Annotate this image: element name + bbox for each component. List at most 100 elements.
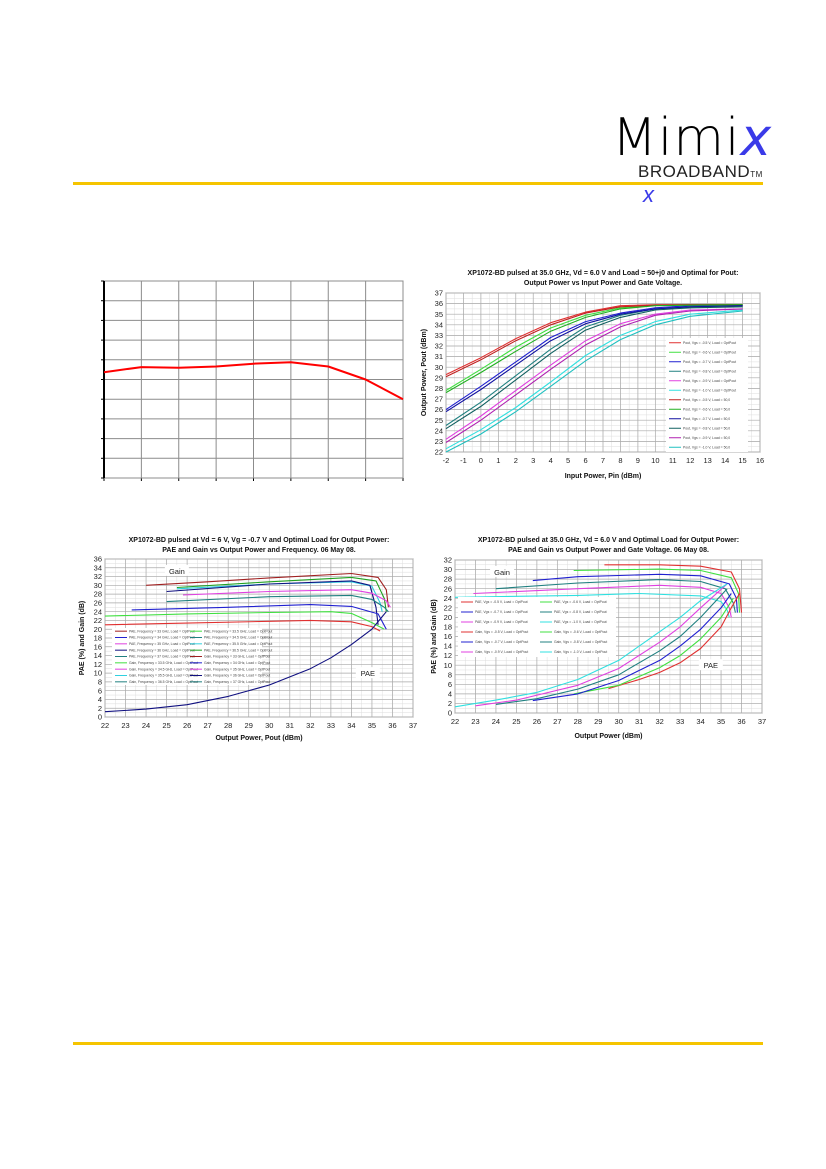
x-tick-label: 30 [265,721,273,730]
x-tick-label: 26 [533,717,541,726]
legend-label: Gain, Vgs = -0.7 V, Load = OptPout [475,640,528,644]
chart-3: 22 23 24 25 26 27 28 29 30 31 32 33 34 35 36 3702468101… [79,537,417,742]
x-tick-label: 34 [696,717,704,726]
y-tick-label: 26 [444,584,452,593]
legend-box [666,338,748,452]
legend-label: Pout, Vgs = -0.7 V, Load = 50,0 [683,417,730,421]
chart-2: -2 -1 0 1 2 3 4 5 6 7 8 9 10 11 12 13 14 15 16222324252627… [421,270,764,480]
y-tick-label: 31 [435,352,443,361]
x-tick-label: 1 [496,456,500,465]
x-tick-label: 24 [492,717,500,726]
x-tick-label: 16 [756,456,764,465]
y-tick-label: 10 [94,669,102,678]
x-tick-label: 32 [655,717,663,726]
series-line-10 [445,306,743,430]
legend-label: Pout, Vgs = -0.9 V, Load = OptPout [683,379,736,383]
legend-label: Gain, Frequency = 36 GHz, Load = OptPout [204,674,270,678]
x-tick-label: 22 [101,721,109,730]
x-tick-label: 24 [142,721,150,730]
chart-title-line: XP1072-BD pulsed at Vd = 6 V, Vg = -0.7 … [129,537,390,544]
x-tick-label: 15 [738,456,746,465]
x-tick-label: 32 [306,721,314,730]
x-tick-label: 34 [347,721,355,730]
legend-label: Gain, Frequency = 34 GHz, Load = OptPout [204,661,270,665]
series-line-9 [532,593,732,702]
legend-label: PAE, Frequency = 33 GHz, Load = OptPout [129,629,195,633]
x-tick-label: 36 [388,721,396,730]
legend-label: Pout, Vgs = -0.8 V, Load = 50,0 [683,426,730,430]
x-tick-label: 33 [327,721,335,730]
y-tick-label: 18 [444,623,452,632]
header-rule [73,182,763,185]
footer-rule [73,1042,763,1045]
legend-label: Pout, Vgs = -1.0 V, Load = 50,0 [683,445,730,449]
x-tick-label: 23 [121,721,129,730]
series-line-6 [166,594,389,613]
y-tick-label: 12 [444,651,452,660]
x-tick-label: 36 [737,717,745,726]
mimix-broadband-logo: Mimix BROADBANDTM x [612,112,772,212]
x-tick-label: 30 [615,717,623,726]
y-tick-label: 23 [435,437,443,446]
y-axis-label: Output Power, Pout (dBm) [421,329,428,416]
legend-label: Gain, Vgs = -0.6 V, Load = OptPout [554,630,607,634]
legend: PAE, Vgs = -0.5 V, Load = OptPout PAE, Vg… [458,597,616,657]
legend-label: Pout, Vgs = -0.5 V, Load = 50,0 [683,398,730,402]
legend-label: PAE, Frequency = 37 GHz, Load = OptPout [129,655,195,659]
series-line-2 [573,568,741,613]
x-tick-label: 2 [514,456,518,465]
y-tick-label: 26 [94,598,102,607]
series-line-8 [104,611,385,630]
y-tick-label: 36 [94,555,102,564]
x-tick-label: 37 [758,717,766,726]
legend: Pout, Vgs = -0.5 V, Load = OptPout Pout, … [666,338,748,452]
series-line-9 [104,619,381,632]
y-tick-label: 30 [444,565,452,574]
y-tick-label: 20 [94,625,102,634]
y-tick-label: 30 [435,363,443,372]
legend-box [112,628,262,685]
annotation-label: Gain [494,568,510,577]
legend-label: Pout, Vgs = -0.7 V, Load = OptPout [683,360,736,364]
series-line-1 [146,572,389,608]
series-line-5 [445,308,743,440]
series-line-4 [166,580,379,625]
legend-label: PAE, Frequency = 33.5 GHz, Load = OptPou… [204,629,272,633]
series-line-6 [454,592,730,618]
y-tick-label: 12 [94,660,102,669]
y-tick-label: 24 [444,594,452,603]
x-tick-label: 35 [368,721,376,730]
series-line-11 [475,583,728,707]
y-tick-label: 4 [448,689,452,698]
series-line-3 [445,305,743,411]
y-tick-label: 2 [448,699,452,708]
y-axis-label: PAE (%) and Gain (dB) [79,601,86,676]
series-line-5 [182,589,391,608]
legend: PAE, Frequency = 33 GHz, Load = OptPout P… [112,628,272,685]
y-tick-label: 32 [444,556,452,565]
x-tick-label: 9 [636,456,640,465]
y-tick-label: 16 [94,642,102,651]
y-tick-label: 27 [435,395,443,404]
series-line-12 [445,310,743,453]
x-tick-label: 8 [618,456,622,465]
x-tick-label: 5 [566,456,570,465]
series-line-10 [104,611,387,713]
y-tick-label: 34 [94,563,102,572]
x-tick-label: 37 [409,721,417,730]
series-line-1 [604,564,743,613]
legend-label: PAE, Vgs = -1.0 V, Load = OptPout [554,620,607,624]
y-tick-label: 8 [98,677,102,686]
annotation-box [490,565,515,577]
legend-label: Pout, Vgs = -0.5 V, Load = OptPout [683,341,736,345]
legend-label: PAE, Frequency = 35.5 GHz, Load = OptPou… [204,642,272,646]
x-tick-label: 35 [717,717,725,726]
series-line-4 [495,579,736,613]
annotation-box [698,659,723,671]
y-tick-label: 30 [94,581,102,590]
y-tick-label: 28 [444,575,452,584]
y-tick-label: 32 [94,572,102,581]
annotation-box [355,667,380,679]
y-tick-label: 4 [98,695,102,704]
